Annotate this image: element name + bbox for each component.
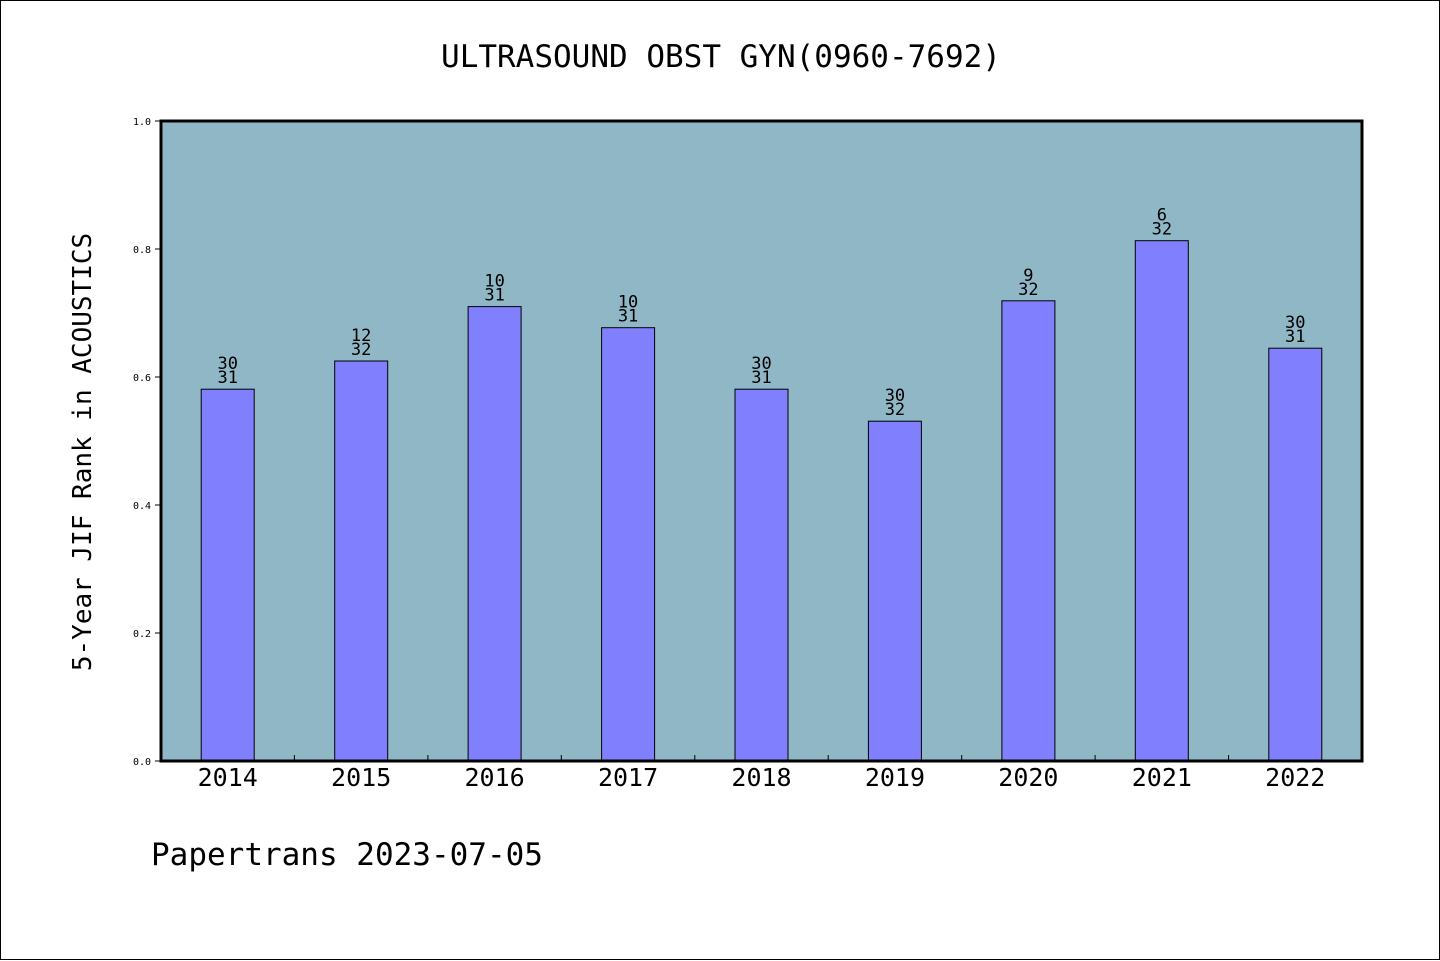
y-tick-label: 1.0 [133, 117, 151, 128]
x-tick-label: 2020 [998, 763, 1058, 792]
bar-2018 [734, 388, 789, 762]
bar-total-label: 32 [1018, 280, 1038, 300]
bars-group [200, 240, 1323, 762]
x-tick-label: 2017 [598, 763, 658, 792]
y-axis-label: 5-Year JIF Rank in ACOUSTICS [68, 233, 98, 671]
bar-2020 [1001, 300, 1056, 762]
plot-frame [159, 119, 1364, 763]
bar-2021 [1134, 240, 1189, 762]
x-tick-label: 2018 [731, 763, 791, 792]
x-tick-label: 2021 [1132, 763, 1192, 792]
y-tick-label: 0.2 [133, 629, 151, 640]
chart-title: ULTRASOUND OBST GYN(0960-7692) [441, 39, 1001, 75]
bar-rank-label: 10 [484, 272, 504, 292]
x-tick-label: 2015 [331, 763, 391, 792]
bar-2015 [334, 360, 389, 762]
bar-rank-label: 30 [1285, 313, 1305, 333]
bar-rank-label: 9 [1023, 266, 1033, 286]
bar-2014 [200, 388, 255, 762]
bar-rank-label: 12 [351, 326, 371, 346]
x-ticks-group: 2014 2015 2016 2017 2018 2019 2020 2021 2022 [198, 755, 1325, 792]
y-tick-label: 0.8 [133, 245, 151, 256]
bar-total-label: 31 [484, 286, 504, 306]
y-ticks-group: 0.0 0.2 0.4 0.6 0.8 1.0 [133, 117, 161, 768]
bar-rank-label: 30 [217, 354, 237, 374]
x-tick-label: 2016 [465, 763, 525, 792]
x-tick-label: 2022 [1265, 763, 1325, 792]
bar-total-label: 31 [1285, 327, 1305, 347]
footer-credit: Papertrans 2023-07-05 [151, 837, 543, 873]
bar-rank-label: 30 [751, 354, 771, 374]
y-tick-label: 0.6 [133, 373, 151, 384]
bar-2016 [467, 306, 522, 762]
bar-2017 [601, 327, 656, 762]
bar-total-label: 32 [885, 400, 905, 420]
bar-total-label: 32 [351, 340, 371, 360]
y-tick-label: 0.0 [133, 757, 151, 768]
x-tick-label: 2014 [198, 763, 258, 792]
bar-rank-label: 10 [618, 293, 638, 313]
bar-rank-label: 30 [885, 386, 905, 406]
bar-2022 [1268, 347, 1323, 762]
x-tick-label: 2019 [865, 763, 925, 792]
bar-rank-label: 6 [1157, 206, 1167, 226]
bar-total-label: 32 [1152, 220, 1172, 240]
bar-total-label: 31 [217, 368, 237, 388]
y-tick-label: 0.4 [133, 501, 151, 512]
bar-total-label: 31 [618, 307, 638, 327]
bar-2019 [867, 420, 922, 762]
bar-total-label: 31 [751, 368, 771, 388]
